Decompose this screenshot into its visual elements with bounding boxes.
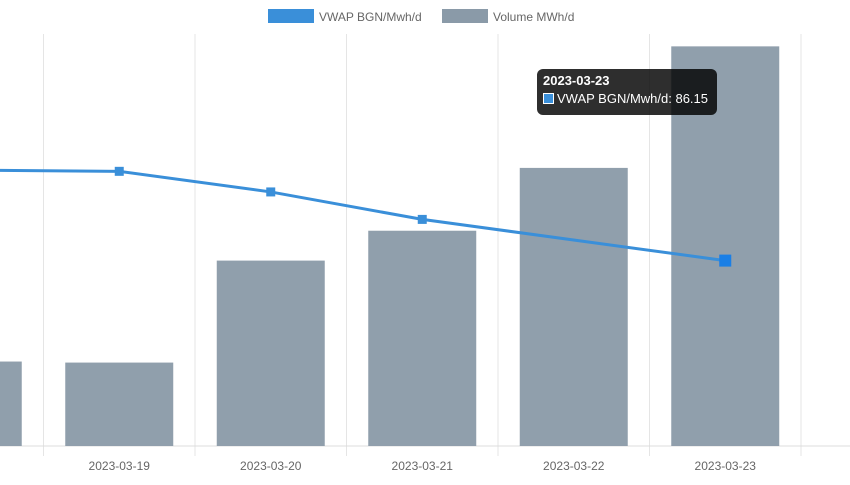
vwap-point-2023-03-23[interactable] (719, 254, 732, 267)
legend-swatch[interactable] (268, 9, 314, 23)
bar-2023-03-18[interactable] (0, 361, 22, 446)
legend-swatch[interactable] (442, 9, 488, 23)
x-tick-label: 2023-03-22 (543, 459, 605, 473)
bar-series-volume (0, 46, 780, 447)
legend-label[interactable]: VWAP BGN/Mwh/d (319, 10, 422, 24)
bar-2023-03-21[interactable] (368, 230, 477, 446)
bar-2023-03-22[interactable] (519, 167, 628, 446)
x-tick-label: 2023-03-20 (240, 459, 302, 473)
x-axis: 82023-03-192023-03-202023-03-212023-03-2… (89, 459, 757, 473)
tooltip-title: 2023-03-23 (543, 73, 610, 88)
tooltip-swatch (543, 93, 554, 104)
bar-2023-03-19[interactable] (65, 362, 174, 446)
bar-2023-03-20[interactable] (216, 260, 325, 446)
x-tick-label: 2023-03-21 (392, 459, 454, 473)
line-series-vwap (0, 166, 732, 267)
vwap-point-2023-03-21[interactable] (417, 214, 427, 224)
vwap-point-2023-03-19[interactable] (114, 166, 124, 176)
tooltip-row: VWAP BGN/Mwh/d: 86.15 (543, 91, 711, 106)
legend[interactable]: VWAP BGN/Mwh/d Volume MWh/d (268, 9, 574, 24)
chart-tooltip: 2023-03-23 VWAP BGN/Mwh/d: 86.15 (537, 69, 717, 115)
tooltip-value: VWAP BGN/Mwh/d: 86.15 (557, 91, 709, 106)
legend-label[interactable]: Volume MWh/d (493, 10, 574, 24)
x-tick-label: 2023-03-23 (695, 459, 757, 473)
vwap-point-2023-03-20[interactable] (266, 187, 276, 197)
x-tick-label: 2023-03-19 (89, 459, 151, 473)
